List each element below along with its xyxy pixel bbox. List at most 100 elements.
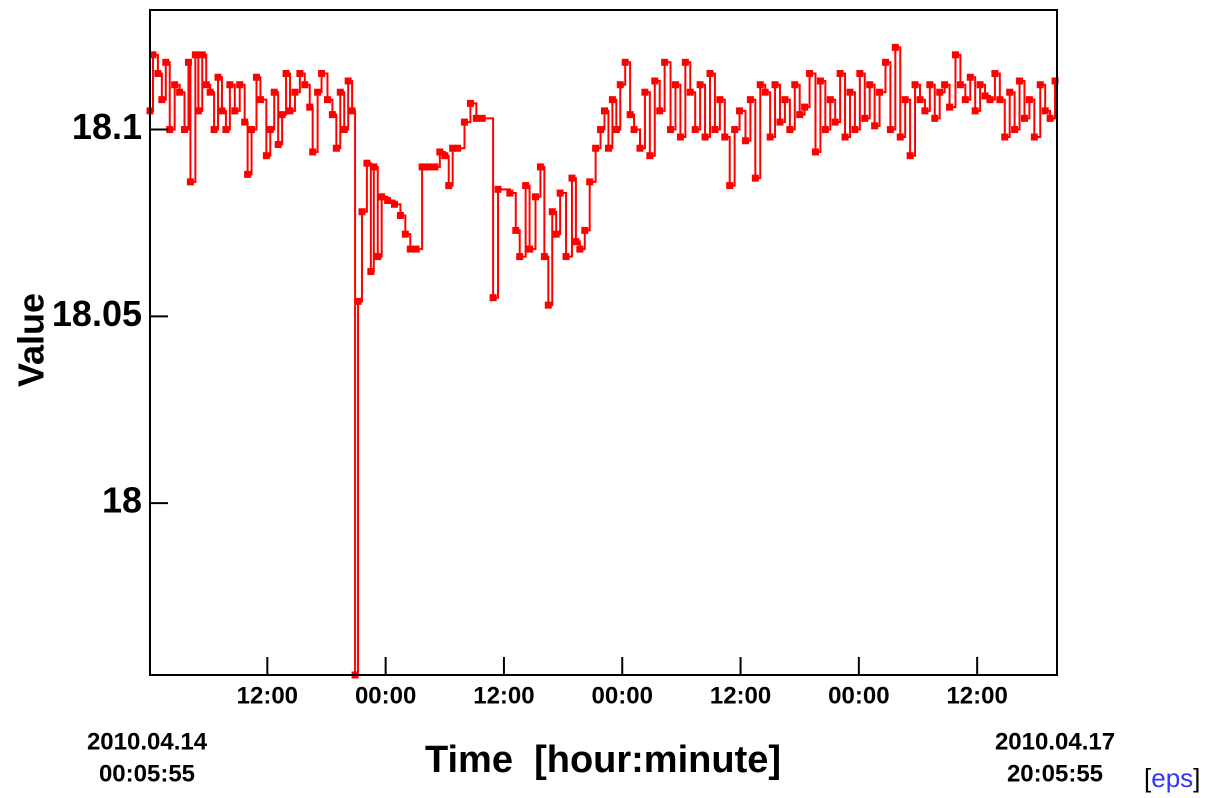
- data-point: [270, 88, 278, 96]
- data-point: [1046, 114, 1054, 122]
- data-point: [796, 111, 804, 119]
- data-point: [941, 81, 949, 89]
- data-point: [626, 111, 634, 119]
- data-point: [971, 107, 979, 115]
- data-point: [454, 144, 462, 152]
- data-point: [966, 73, 974, 81]
- data-point: [991, 70, 999, 78]
- data-point: [921, 107, 929, 115]
- data-point: [1041, 107, 1049, 115]
- data-point: [706, 70, 714, 78]
- x-tick-label: 12:00: [473, 682, 534, 709]
- data-point: [661, 58, 669, 66]
- data-point: [526, 245, 534, 253]
- data-point: [332, 144, 340, 152]
- data-point: [951, 51, 959, 59]
- data-point: [367, 268, 375, 276]
- data-point: [871, 122, 879, 130]
- data-point: [562, 253, 570, 261]
- data-point: [667, 126, 675, 134]
- data-point: [771, 81, 779, 89]
- bracket: [: [1144, 763, 1152, 793]
- data-point: [262, 152, 270, 160]
- data-point: [318, 70, 326, 78]
- eps-link[interactable]: eps: [1151, 763, 1193, 793]
- data-point: [636, 144, 644, 152]
- data-point: [282, 70, 290, 78]
- data-point: [906, 152, 914, 160]
- data-point: [856, 70, 864, 78]
- data-point: [568, 174, 576, 182]
- data-point: [323, 96, 331, 104]
- data-point: [191, 51, 199, 59]
- data-point: [811, 148, 819, 156]
- data-point: [721, 133, 729, 141]
- data-point: [184, 58, 192, 66]
- data-point: [278, 111, 286, 119]
- x-tick-label: 00:00: [828, 682, 889, 709]
- x-tick-label: 00:00: [355, 682, 416, 709]
- data-point: [441, 152, 449, 160]
- data-point: [226, 81, 234, 89]
- data-point: [1020, 114, 1028, 122]
- data-point: [911, 81, 919, 89]
- data-point: [572, 238, 580, 246]
- data-point: [576, 245, 584, 253]
- data-point: [846, 88, 854, 96]
- y-tick-label: 18.1: [72, 106, 142, 147]
- data-point: [876, 88, 884, 96]
- y-tick-label: 18: [102, 480, 142, 521]
- data-point: [592, 144, 600, 152]
- data-point: [214, 73, 222, 81]
- data-point: [478, 114, 486, 122]
- data-point: [198, 51, 206, 59]
- data-point: [291, 88, 299, 96]
- data-point: [354, 297, 362, 305]
- data-point: [472, 114, 480, 122]
- y-axis-title: Value: [11, 293, 52, 387]
- data-point: [274, 140, 282, 148]
- data-point: [816, 77, 824, 85]
- data-point: [604, 144, 612, 152]
- data-point: [449, 144, 457, 152]
- data-point: [861, 114, 869, 122]
- data-point: [431, 163, 439, 171]
- data-point: [445, 182, 453, 190]
- data-point: [791, 81, 799, 89]
- data-point: [676, 133, 684, 141]
- data-point: [309, 148, 317, 156]
- data-point: [1011, 126, 1019, 134]
- data-point: [901, 96, 909, 104]
- data-point: [396, 211, 404, 219]
- data-point: [202, 81, 210, 89]
- data-point: [931, 114, 939, 122]
- data-point: [746, 96, 754, 104]
- data-point: [544, 301, 552, 309]
- data-point: [552, 230, 560, 238]
- data-point: [391, 200, 399, 208]
- data-point: [786, 126, 794, 134]
- data-point: [736, 107, 744, 115]
- data-point: [222, 126, 230, 134]
- data-point: [328, 111, 336, 119]
- data-point: [831, 118, 839, 126]
- data-point: [612, 126, 620, 134]
- data-point: [540, 253, 548, 261]
- data-point: [556, 189, 564, 197]
- data-point: [836, 70, 844, 78]
- data-point: [344, 77, 352, 85]
- data-point: [231, 107, 239, 115]
- data-point: [1051, 77, 1059, 85]
- data-point: [536, 163, 544, 171]
- export-link[interactable]: [eps]: [1144, 763, 1200, 793]
- data-point: [671, 81, 679, 89]
- data-point: [378, 193, 386, 201]
- data-point: [506, 189, 514, 197]
- data-point: [881, 58, 889, 66]
- data-point: [406, 245, 414, 253]
- data-point: [806, 70, 814, 78]
- x-tick-label: 00:00: [592, 682, 653, 709]
- data-point: [301, 81, 309, 89]
- data-point: [210, 126, 218, 134]
